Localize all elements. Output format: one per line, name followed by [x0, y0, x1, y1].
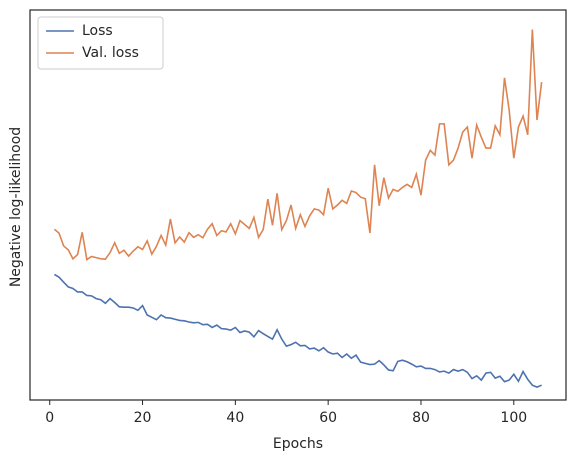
x-tick-label: 100: [500, 410, 527, 426]
legend: Loss Val. loss: [37, 16, 164, 70]
legend-label: Val. loss: [82, 45, 139, 61]
x-tick-label: 60: [319, 410, 337, 426]
line-series: [53, 273, 542, 388]
x-tick-label: 40: [226, 410, 244, 426]
legend-label: Loss: [82, 23, 113, 39]
legend-frame: [37, 16, 164, 70]
x-tick-label: 0: [45, 410, 54, 426]
y-axis-label: Negative log-likelihood: [8, 127, 24, 287]
plot-frame: [29, 9, 567, 401]
line-series: [53, 29, 543, 261]
x-axis-label: Epochs: [273, 436, 323, 452]
x-tick-label: 20: [134, 410, 152, 426]
x-tick-label: 80: [412, 410, 430, 426]
